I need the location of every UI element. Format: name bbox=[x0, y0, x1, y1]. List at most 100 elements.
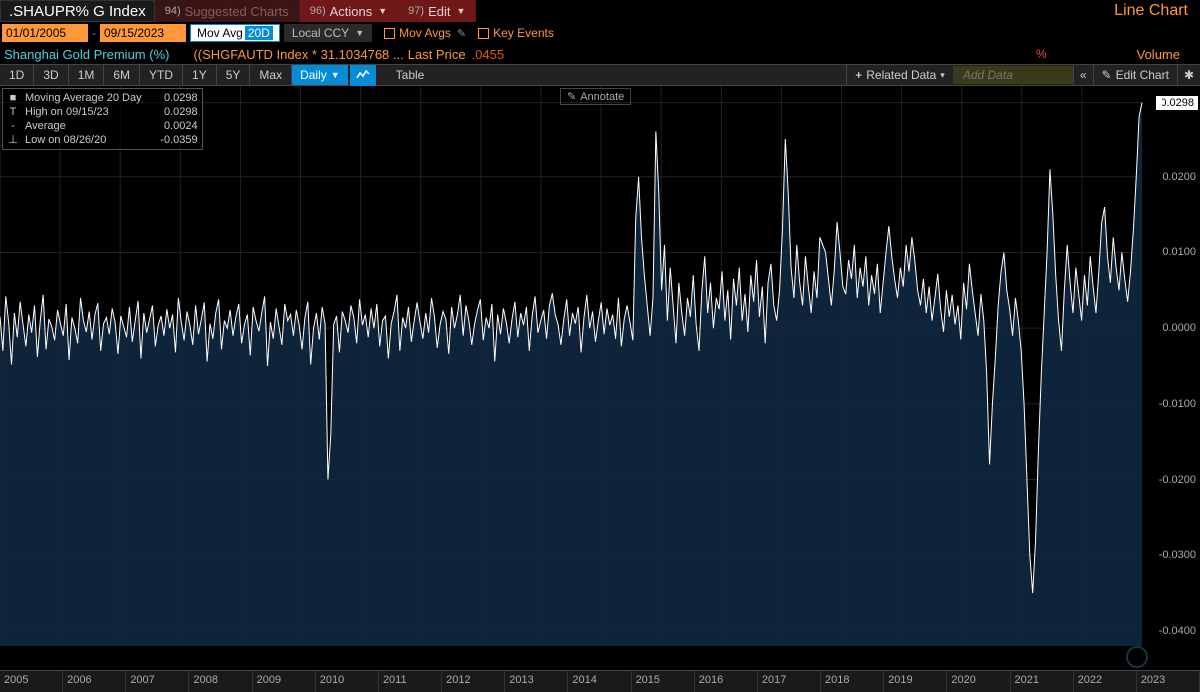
date-from-input[interactable] bbox=[2, 24, 88, 42]
y-label: 0.0200 bbox=[1162, 171, 1196, 183]
x-label: 2023 bbox=[1137, 671, 1200, 692]
legend-row: THigh on 09/15/230.0298 bbox=[7, 105, 198, 119]
checkbox-icon bbox=[384, 28, 395, 39]
x-label: 2007 bbox=[126, 671, 189, 692]
x-label: 2010 bbox=[316, 671, 379, 692]
series-name: Shanghai Gold Premium (%) bbox=[4, 47, 169, 62]
x-label: 2005 bbox=[0, 671, 63, 692]
mov-avg-selector[interactable]: Mov Avg 20D bbox=[190, 24, 280, 42]
legend-row: ■Moving Average 20 Day0.0298 bbox=[7, 91, 198, 105]
range-ytd[interactable]: YTD bbox=[140, 65, 183, 85]
legend-row: ⊥Low on 08/26/20-0.0359 bbox=[7, 133, 198, 147]
annotate-button[interactable]: ✎ Annotate bbox=[560, 88, 631, 105]
currency-label: Local CCY bbox=[292, 26, 349, 40]
mov-avg-period: 20D bbox=[245, 26, 273, 40]
chevron-down-icon: ▼ bbox=[456, 6, 465, 16]
collapse-button[interactable]: « bbox=[1073, 65, 1093, 85]
range-max[interactable]: Max bbox=[250, 65, 292, 85]
edit-chart-button[interactable]: ✎ Edit Chart bbox=[1093, 65, 1177, 85]
range-5y[interactable]: 5Y bbox=[217, 65, 251, 85]
x-label: 2014 bbox=[568, 671, 631, 692]
tab-num: 96) bbox=[310, 5, 326, 17]
top-bar: .SHAUPR% G Index 94) Suggested Charts 96… bbox=[0, 0, 1200, 22]
series-row: Shanghai Gold Premium (%) ((SHGFAUTD Ind… bbox=[0, 44, 1200, 64]
y-label: 0.0000 bbox=[1162, 322, 1196, 334]
tab-suggested-charts[interactable]: 94) Suggested Charts bbox=[155, 0, 300, 22]
volume-label: Volume bbox=[1137, 47, 1180, 62]
annotate-label: Annotate bbox=[580, 91, 624, 103]
series-formula: ((SHGFAUTD Index * 31.1034768 ... bbox=[193, 47, 403, 62]
date-to-input[interactable] bbox=[100, 24, 186, 42]
checkbox-label: Key Events bbox=[493, 26, 554, 40]
frequency-label: Daily bbox=[300, 68, 327, 82]
related-data-label: Related Data bbox=[866, 68, 936, 82]
x-label: 2016 bbox=[695, 671, 758, 692]
range-6m[interactable]: 6M bbox=[104, 65, 140, 85]
x-label: 2021 bbox=[1011, 671, 1074, 692]
currency-selector[interactable]: Local CCY ▼ bbox=[284, 24, 372, 42]
tab-label: Suggested Charts bbox=[185, 4, 289, 19]
x-label: 2012 bbox=[442, 671, 505, 692]
x-label: 2020 bbox=[947, 671, 1010, 692]
x-label: 2017 bbox=[758, 671, 821, 692]
last-price-label: Last Price bbox=[408, 47, 466, 62]
mov-avg-label: Mov Avg bbox=[197, 26, 243, 40]
x-label: 2011 bbox=[379, 671, 442, 692]
chevron-down-icon: ▾ bbox=[940, 70, 945, 81]
watermark-icon bbox=[1126, 646, 1148, 668]
plus-icon: + bbox=[855, 68, 862, 82]
date-separator: - bbox=[92, 26, 96, 40]
tab-actions[interactable]: 96) Actions ▼ bbox=[300, 0, 398, 22]
edit-chart-label: Edit Chart bbox=[1116, 68, 1169, 82]
y-marker: 0.0298 bbox=[1156, 96, 1198, 110]
chevron-down-icon: ▼ bbox=[378, 6, 387, 16]
chart-canvas bbox=[0, 86, 1200, 646]
x-label: 2019 bbox=[884, 671, 947, 692]
pencil-icon[interactable]: ✎ bbox=[457, 27, 466, 40]
settings-button[interactable]: ✱ bbox=[1177, 65, 1200, 85]
x-label: 2008 bbox=[189, 671, 252, 692]
key-events-checkbox[interactable]: Key Events bbox=[478, 26, 554, 40]
legend: ■Moving Average 20 Day0.0298THigh on 09/… bbox=[2, 88, 203, 150]
range-1m[interactable]: 1M bbox=[69, 65, 105, 85]
chevron-down-icon: ▼ bbox=[355, 28, 364, 38]
checkbox-label: Mov Avgs bbox=[399, 26, 451, 40]
chevron-down-icon: ▼ bbox=[331, 70, 340, 80]
x-label: 2006 bbox=[63, 671, 126, 692]
x-label: 2013 bbox=[505, 671, 568, 692]
mov-avgs-checkbox[interactable]: Mov Avgs ✎ bbox=[384, 26, 466, 40]
x-label: 2015 bbox=[632, 671, 695, 692]
chart-type-icon[interactable] bbox=[350, 65, 376, 86]
y-label: -0.0100 bbox=[1159, 398, 1196, 410]
frequency-selector[interactable]: Daily ▼ bbox=[292, 65, 348, 85]
checkbox-icon bbox=[478, 28, 489, 39]
pct-symbol: % bbox=[1036, 47, 1047, 61]
x-label: 2009 bbox=[253, 671, 316, 692]
tab-edit[interactable]: 97) Edit ▼ bbox=[398, 0, 476, 22]
x-label: 2018 bbox=[821, 671, 884, 692]
chart-area: ■Moving Average 20 Day0.0298THigh on 09/… bbox=[0, 86, 1200, 670]
pencil-icon: ✎ bbox=[567, 90, 576, 103]
range-buttons: 1D3D1M6MYTD1Y5YMax bbox=[0, 65, 292, 85]
tab-num: 94) bbox=[165, 5, 181, 17]
tab-label: Actions bbox=[330, 4, 373, 19]
add-data-input[interactable] bbox=[953, 66, 1073, 84]
tab-num: 97) bbox=[408, 5, 424, 17]
y-label: -0.0400 bbox=[1159, 625, 1196, 637]
y-label: -0.0300 bbox=[1159, 549, 1196, 561]
table-button[interactable]: Table bbox=[386, 65, 435, 85]
range-3d[interactable]: 3D bbox=[34, 65, 68, 85]
range-1d[interactable]: 1D bbox=[0, 65, 34, 85]
date-row: - Mov Avg 20D Local CCY ▼ Mov Avgs ✎ Key… bbox=[0, 22, 1200, 44]
related-data-button[interactable]: + Related Data ▾ bbox=[846, 65, 953, 85]
y-label: 0.0100 bbox=[1162, 246, 1196, 258]
range-1y[interactable]: 1Y bbox=[183, 65, 217, 85]
pencil-icon: ✎ bbox=[1102, 68, 1112, 82]
toolbar-row: 1D3D1M6MYTD1Y5YMax Daily ▼ Table + Relat… bbox=[0, 64, 1200, 86]
y-label: -0.0200 bbox=[1159, 474, 1196, 486]
legend-row: -Average0.0024 bbox=[7, 119, 198, 133]
ticker-input[interactable]: .SHAUPR% G Index bbox=[0, 0, 155, 22]
x-axis: 2005200620072008200920102011201220132014… bbox=[0, 670, 1200, 692]
tab-label: Edit bbox=[428, 4, 450, 19]
last-price-value: .0455 bbox=[472, 47, 505, 62]
